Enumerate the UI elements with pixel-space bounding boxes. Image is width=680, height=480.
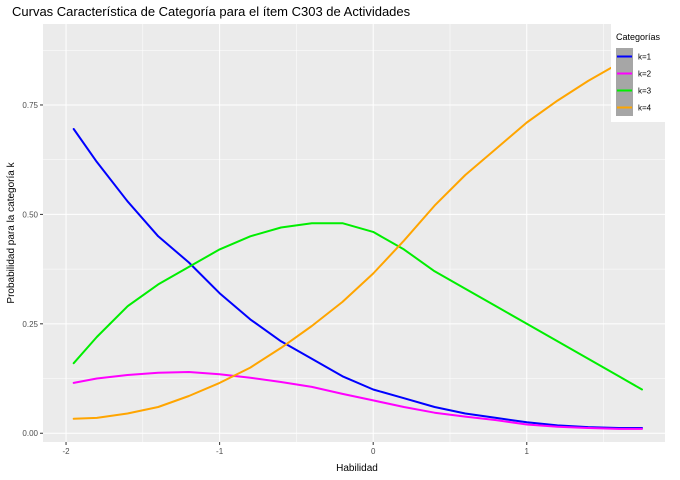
x-tick-label: 1 bbox=[525, 447, 530, 456]
y-axis-ticks: 0.00 0.25 0.50 0.75 bbox=[22, 101, 43, 438]
legend-label-k=4: k=4 bbox=[638, 104, 652, 113]
y-tick-label: 0.25 bbox=[22, 320, 38, 329]
legend-items: k=1 k=2 k=3 k=4 bbox=[616, 48, 652, 116]
x-tick-label: -2 bbox=[62, 447, 70, 456]
series-line-k=4 bbox=[72, 49, 643, 420]
x-axis-title: Habilidad bbox=[336, 463, 378, 474]
legend-title: Categorías bbox=[616, 32, 661, 42]
legend-label-k=2: k=2 bbox=[638, 70, 652, 79]
x-axis-ticks: -2 -1 0 1 bbox=[62, 442, 530, 456]
legend: Categorías k=1 k=2 k=3 k=4 bbox=[611, 24, 665, 122]
legend-label-k=3: k=3 bbox=[638, 87, 652, 96]
series-line-k=3 bbox=[72, 222, 643, 391]
chart-title: Curvas Característica de Categoría para … bbox=[12, 4, 411, 19]
y-axis-title: Probabilidad para la categoría k bbox=[6, 161, 17, 303]
y-tick-label: 0.50 bbox=[22, 210, 38, 219]
legend-label-k=1: k=1 bbox=[638, 53, 652, 62]
grid-minor bbox=[43, 24, 665, 442]
x-tick-label: -1 bbox=[216, 447, 224, 456]
series-line-k=2 bbox=[72, 371, 643, 430]
x-tick-label: 0 bbox=[371, 447, 376, 456]
series-layer bbox=[72, 49, 643, 430]
series-line-k=1 bbox=[72, 128, 643, 429]
y-tick-label: 0.75 bbox=[22, 101, 38, 110]
y-tick-label: 0.00 bbox=[22, 429, 38, 438]
grid-major bbox=[43, 24, 665, 442]
plot-panel bbox=[43, 24, 665, 442]
